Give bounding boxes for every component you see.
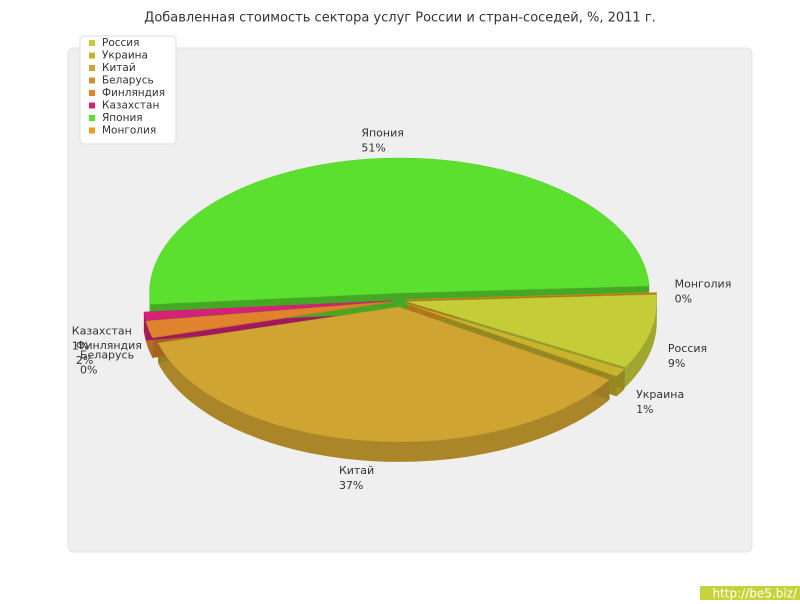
slice-label: Беларусь — [80, 349, 134, 362]
legend-swatch — [89, 77, 95, 84]
watermark: http://be5.biz/ — [712, 587, 797, 601]
watermark-bg — [700, 586, 800, 600]
slice-label: Монголия — [675, 278, 732, 291]
slice-label: Россия — [668, 342, 707, 355]
legend-swatch — [89, 52, 95, 59]
slice-label: Казахстан — [72, 324, 132, 337]
legend-label: Украина — [102, 50, 148, 62]
legend-label: Россия — [102, 37, 139, 49]
legend-label: Финляндия — [102, 87, 165, 99]
slice-value-label: 0% — [675, 293, 692, 306]
legend-swatch — [89, 102, 95, 109]
legend-box — [79, 35, 177, 145]
slice-value-label: 1% — [72, 339, 89, 352]
slice — [149, 157, 650, 305]
slice — [157, 306, 610, 443]
legend-swatch — [89, 115, 95, 121]
legend-label: Китай — [102, 62, 136, 74]
slice-label: Финляндия — [76, 339, 142, 352]
legend-label: Беларусь — [102, 75, 154, 87]
legend-swatch — [89, 65, 95, 71]
chart-title: Добавленная стоимость сектора услуг Росс… — [144, 11, 656, 26]
slice — [406, 294, 658, 368]
legend-swatch — [89, 90, 95, 96]
slice-side — [625, 301, 657, 388]
slice — [405, 303, 625, 377]
legend-swatch — [89, 40, 95, 46]
slice-value-label: 51% — [361, 141, 385, 154]
legend-label: Монголия — [102, 125, 156, 137]
slice — [143, 300, 394, 321]
slice-value-label: 2% — [76, 354, 93, 367]
legend-label: Япония — [102, 112, 143, 124]
slice — [145, 301, 394, 338]
legend: РоссияУкраинаКитайБеларусьФинляндияКазах… — [79, 35, 177, 145]
slice-value-label: 37% — [339, 479, 363, 492]
slice-value-label: 9% — [668, 357, 685, 370]
slice-value-label: 0% — [80, 364, 97, 377]
slice-side — [158, 342, 610, 462]
slice-label: Китай — [339, 464, 374, 477]
legend-swatch — [89, 127, 95, 134]
slice-label: Украина — [636, 388, 684, 401]
legend-label: Казахстан — [102, 100, 159, 112]
slice-value-label: 1% — [636, 403, 653, 416]
slice-label: Япония — [361, 126, 404, 139]
